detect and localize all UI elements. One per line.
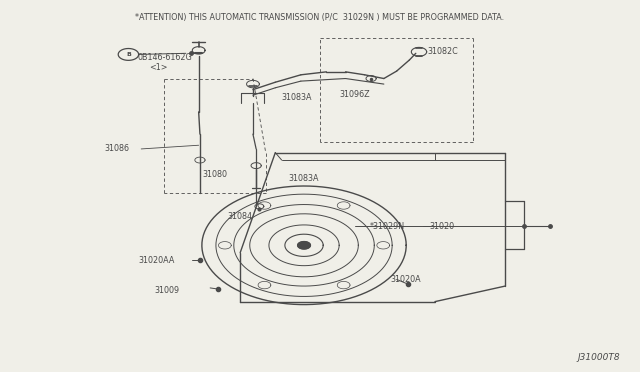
Text: 31020A: 31020A	[390, 275, 421, 284]
Text: 31020: 31020	[430, 222, 455, 231]
Text: 31020AA: 31020AA	[138, 256, 174, 265]
Text: *ATTENTION) THIS AUTOMATIC TRANSMISSION (P/C  31029N ) MUST BE PROGRAMMED DATA.: *ATTENTION) THIS AUTOMATIC TRANSMISSION …	[136, 13, 504, 22]
Text: J31000T8: J31000T8	[577, 353, 620, 362]
Text: 31083A: 31083A	[282, 93, 312, 102]
Text: B: B	[126, 52, 131, 57]
Text: 0B146-6162G: 0B146-6162G	[138, 52, 193, 61]
Text: 31083A: 31083A	[288, 174, 319, 183]
Text: *31029N: *31029N	[370, 222, 405, 231]
Polygon shape	[298, 241, 310, 249]
Text: 31084: 31084	[227, 212, 252, 221]
Text: 31009: 31009	[154, 286, 179, 295]
Text: 31080: 31080	[202, 170, 227, 179]
Text: 31082C: 31082C	[428, 47, 458, 56]
Text: <1>: <1>	[150, 63, 168, 72]
Text: 31096Z: 31096Z	[339, 90, 370, 99]
Text: 31086: 31086	[104, 144, 129, 153]
